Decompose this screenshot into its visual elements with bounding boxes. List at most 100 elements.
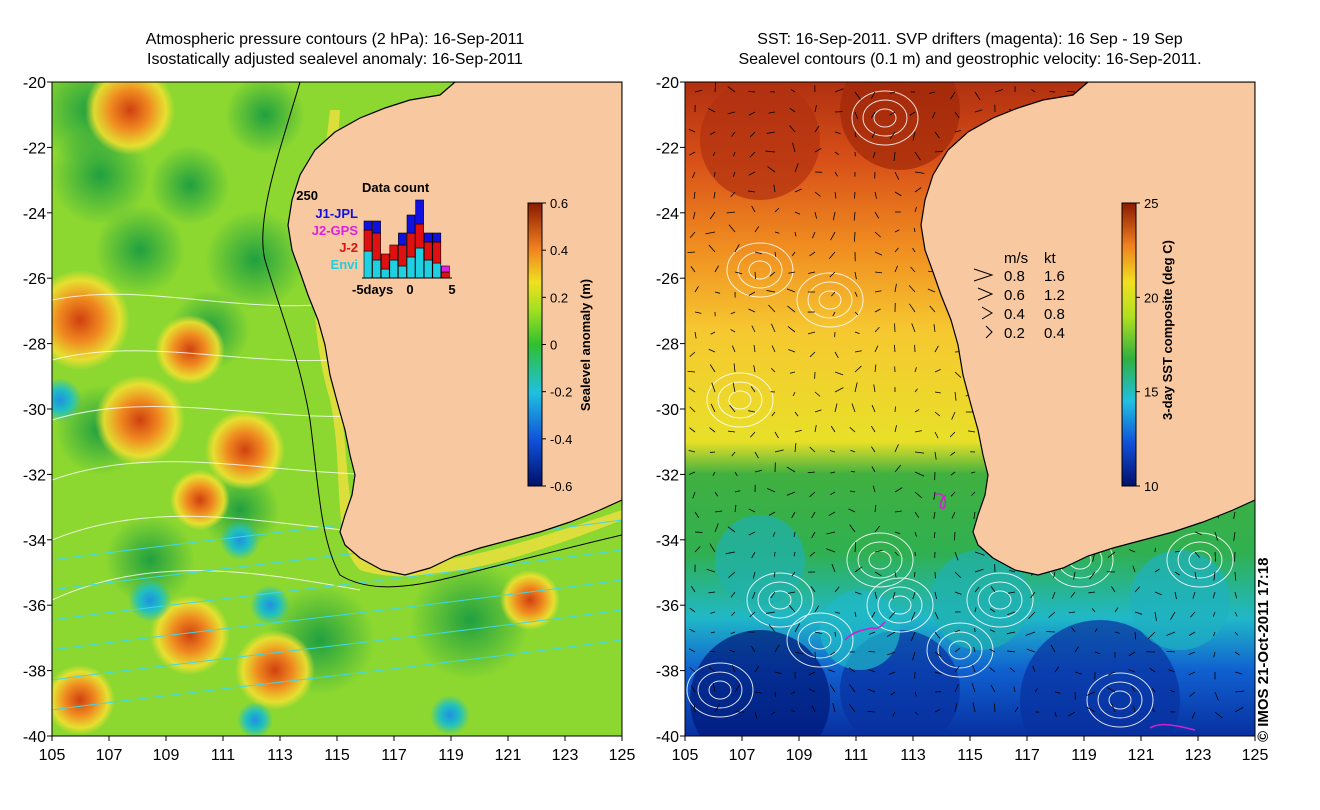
left-x-tick: 113 [267,747,293,764]
inset-bar-segment [380,268,390,279]
inset-legend-item: J-2 [339,240,358,255]
velocity-legend-arrow [985,325,993,339]
inset-bar-segment [398,232,407,246]
left-y-tick: -20 [23,75,46,92]
velocity-legend-arrow [977,287,994,301]
inset-bar-segment [398,265,407,279]
velocity-kt-value: 1.2 [1044,287,1065,304]
inset-bar-segment [432,241,442,264]
right-y-tick: -40 [656,729,679,746]
sst-colorbar-tick: 20 [1144,290,1158,305]
velocity-ms-value: 0.8 [1004,268,1025,285]
sealevel-colorbar-tick: -0.2 [550,385,572,400]
left-x-tick: 109 [153,747,180,764]
inset-legend-item: Envi [331,257,358,272]
left-y-tick: -32 [23,467,46,484]
sst-colorbar-label: 3-day SST composite (deg C) [1160,240,1175,420]
left-x-tick: 119 [438,747,464,764]
right-y-tick: -28 [656,337,679,354]
right-title-line1: SST: 16-Sep-2011. SVP drifters (magenta)… [757,31,1183,48]
left-x-tick: 105 [39,747,66,764]
inset-x-label: 0 [406,282,413,297]
inset-x-label: -5days [352,282,393,297]
right-y-tick: -34 [656,533,679,550]
velocity-legend-arrow [981,306,993,320]
right-x-tick: 111 [844,747,868,764]
left-y-tick: -40 [23,729,46,746]
left-title-line2: Isostatically adjusted sealevel anomaly:… [147,51,523,68]
sealevel-colorbar-tick: 0.6 [550,196,568,211]
left-x-tick: 117 [381,747,407,764]
left-x-tick: 115 [324,747,350,764]
sealevel-colorbar: 0.6 0.4 0.2 0 -0.2 -0.4 -0.6 Sealevel anomaly … [527,196,593,494]
right-x-tick: 113 [900,747,926,764]
right-y-tick: -24 [656,206,679,223]
inset-bar-segment [423,241,433,261]
velocity-kt-value: 0.4 [1044,325,1065,342]
inset-legend-item: J1-JPL [315,206,358,221]
right-y-tick: -22 [656,140,679,157]
right-y-tick: -26 [656,271,679,288]
inset-legend-item: J2-GPS [312,223,359,238]
left-x-tick: 107 [96,747,123,764]
inset-bar-segment [415,223,424,249]
right-y-tick: -36 [656,598,679,615]
left-y-tick: -22 [23,140,46,157]
inset-bar-segment [415,199,424,225]
right-y-tick: -20 [656,75,679,92]
velocity-header-ms: m/s [1004,250,1028,267]
sealevel-colorbar-tick: -0.4 [550,432,572,447]
inset-bar-segment [372,220,381,234]
right-x-tick: 107 [729,747,756,764]
right-sst-map [685,82,1255,736]
left-y-tick: -30 [23,402,46,419]
right-y-tick: -38 [656,664,679,681]
right-x-tick: 115 [957,747,983,764]
inset-bar-segment [406,256,416,279]
inset-bar-segment [389,259,399,279]
inset-bar-segment [415,247,424,279]
left-y-tick: -36 [23,598,46,615]
right-x-tick: 117 [1014,747,1040,764]
inset-bar-segment [432,232,442,243]
inset-title: Data count [362,180,430,195]
sealevel-colorbar-tick: 0.2 [550,290,568,305]
inset-bar-segment [423,232,433,243]
inset-bar-segment [406,214,416,234]
sst-colorbar: 25 20 15 10 3-day SST composite (deg C) [1121,196,1175,494]
right-map-title: SST: 16-Sep-2011. SVP drifters (magenta)… [650,30,1290,70]
inset-bar-segment [441,265,450,273]
sealevel-colorbar-tick: -0.6 [550,479,572,494]
left-x-tick: 121 [495,747,522,764]
inset-bar-segment [363,229,373,252]
inset-bar-segment [363,220,373,231]
left-x-tick: 111 [211,747,235,764]
sealevel-colorbar-tick: 0 [550,338,557,353]
inset-bar-segment [441,271,450,279]
velocity-legend: m/s kt 0.8 1.6 0.6 1.2 0.4 0.8 0.2 0.4 [973,250,1065,342]
right-title-line2: Sealevel contours (0.1 m) and geostrophi… [738,51,1202,68]
right-x-tick: 119 [1071,747,1097,764]
left-y-tick: -24 [23,206,46,223]
right-y-tick: -32 [656,467,679,484]
velocity-kt-value: 0.8 [1044,306,1065,323]
left-sealevel-map [52,82,622,736]
inset-bar-segment [389,244,399,261]
right-x-tick: 123 [1185,747,1212,764]
inset-bar-segment [423,259,433,279]
right-x-tick: 109 [786,747,813,764]
inset-x-label: 5 [448,282,455,297]
data-count-inset: Data count 250 J1-JPL J2-GPS J-2 Envi -5day… [296,180,455,297]
inset-bar-segment [372,259,381,279]
right-y-tick: -30 [656,402,679,419]
sealevel-colorbar-tick: 0.4 [550,243,568,258]
left-x-tick: 123 [552,747,579,764]
left-title-line1: Atmospheric pressure contours (2 hPa): 1… [145,31,525,48]
inset-bar-segment [406,232,416,258]
velocity-ms-value: 0.6 [1004,287,1025,304]
inset-bar-segment [363,250,373,279]
sealevel-colorbar-label: Sealevel anomaly (m) [578,279,593,411]
